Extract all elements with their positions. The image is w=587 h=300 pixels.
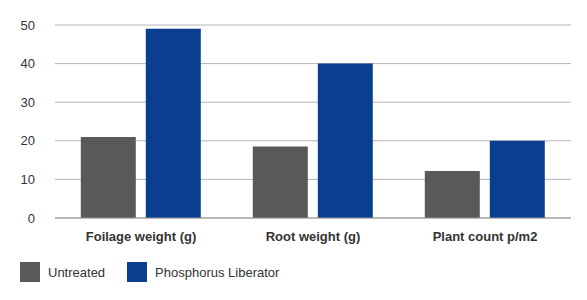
html-text:Phosphorus Liberator: Phosphorus Liberator xyxy=(155,264,280,280)
html-text:Untreated: Untreated xyxy=(48,264,106,280)
svg-text:40: 40 xyxy=(21,56,35,71)
svg-text:30: 30 xyxy=(21,95,35,110)
svg-text:Foilage weight (g): Foilage weight (g) xyxy=(86,229,197,244)
svg-text:Root weight (g): Root weight (g) xyxy=(266,229,361,244)
svg-text:20: 20 xyxy=(21,133,35,148)
svg-text:Plant count p/m2: Plant count p/m2 xyxy=(433,229,538,244)
svg-text:10: 10 xyxy=(21,172,35,187)
svg-text:50: 50 xyxy=(21,18,35,33)
svg-text:0: 0 xyxy=(28,211,35,226)
